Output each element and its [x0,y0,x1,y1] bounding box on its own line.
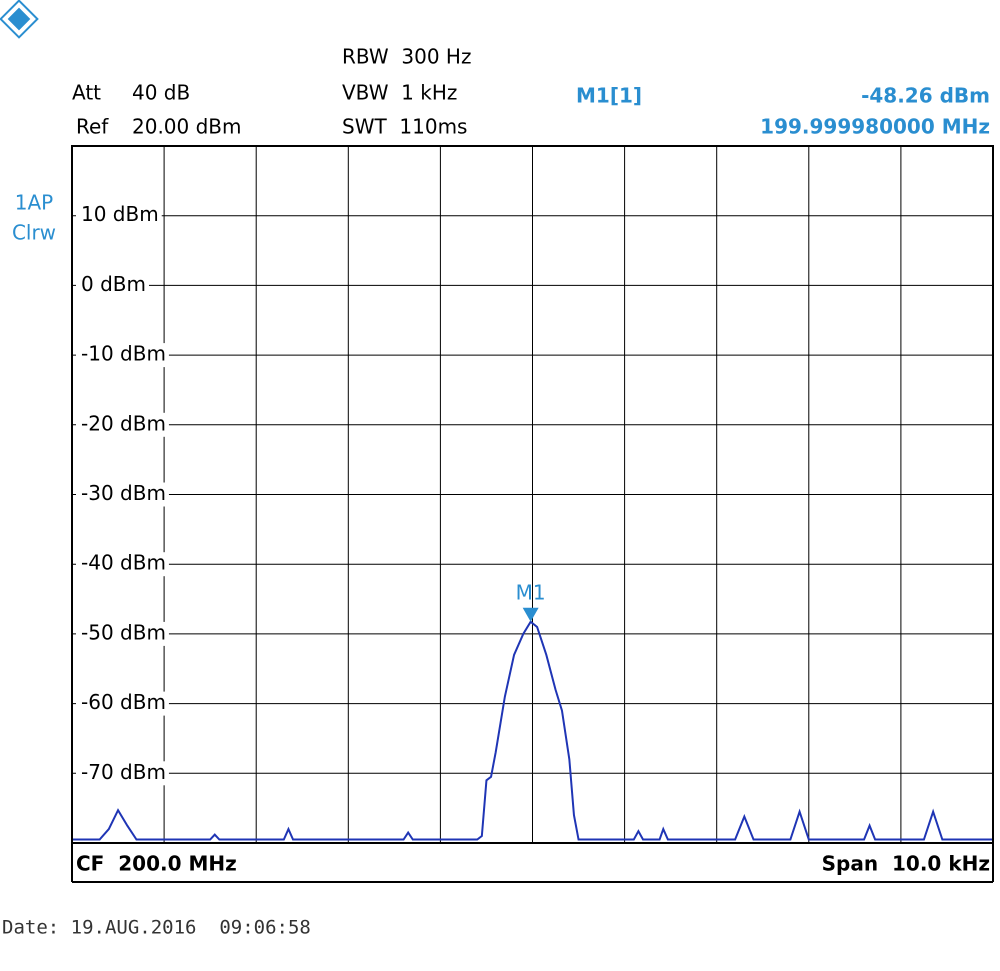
swt: SWT 110ms [342,115,467,139]
vbw: VBW 1 kHz [342,81,457,105]
tick-label-bg [76,691,169,716]
att-value: 40 dB [132,81,190,105]
y-tick-label: 0 dBm [81,272,146,296]
tick-label-bg [76,552,169,577]
plot: M1 [72,580,993,841]
tick-label-bg [76,273,149,298]
tick-label-bg [76,482,169,507]
tick-label-bg [76,412,169,437]
marker-name: M1[1] [576,84,642,108]
y-tick-label: -10 dBm [81,342,166,366]
att-label: Att [72,81,101,105]
marker-label: M1 [516,580,546,604]
tick-label-bg [76,343,169,368]
logo [0,0,39,39]
tick-label-bg [76,203,162,228]
tick-label-bg [76,761,169,786]
y-tick-label: -70 dBm [81,760,166,784]
y-tick-label: -50 dBm [81,620,166,644]
marker-level: -48.26 dBm [861,84,990,108]
y-tick-label: -20 dBm [81,411,166,435]
rbw: RBW 300 Hz [342,45,471,69]
ref-label: Ref [76,115,109,139]
marker [522,607,539,622]
trace-label: 1AP [15,191,53,215]
y-tick-label: 10 dBm [81,202,159,226]
trace [72,620,993,841]
span: Span 10.0 kHz [822,852,990,876]
center-frequency: CF 200.0 MHz [76,852,237,876]
y-tick-label: -60 dBm [81,690,166,714]
trace-label: Clrw [12,221,56,245]
marker-freq: 199.999980000 MHz [760,115,990,139]
tick-label-bg [76,621,169,646]
plot-frame [71,145,994,844]
y-tick-label: -30 dBm [81,481,166,505]
ref-value: 20.00 dBm [132,115,242,139]
date: Date: 19.AUG.2016 09:06:58 [2,917,311,939]
grid: 10 dBm 0 dBm -10 dBm -20 dBm -30 dBm -40 dBm -… [72,146,993,843]
y-tick-label: -40 dBm [81,551,166,575]
